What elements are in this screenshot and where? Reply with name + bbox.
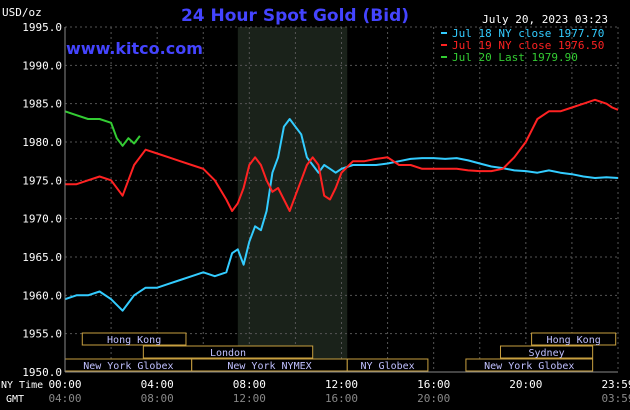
x-tick-label-gmt: 08:00: [141, 392, 174, 405]
session-label: Sydney: [529, 348, 565, 359]
series-line-2: [65, 98, 619, 212]
y-tick-label: 1975.0: [22, 174, 62, 187]
x-tick-label-ny: 08:00: [233, 378, 266, 391]
x-tick-label-gmt: 04:00: [48, 392, 81, 405]
timestamp: July 20, 2023 03:23: [482, 13, 608, 26]
session-box: [465, 358, 594, 372]
legend-entry: Jul 18 NY close 1977.70: [452, 27, 604, 40]
x-axis-label-gmt: GMT: [6, 394, 24, 405]
y-tick-label: 1950.0: [22, 366, 62, 379]
y-tick-label: 1970.0: [22, 213, 62, 226]
x-tick-label-gmt: 20:00: [417, 392, 450, 405]
legend-entry: Jul 19 NY close 1976.50: [452, 39, 604, 52]
session-label: New York NYMEX: [227, 361, 311, 372]
chart-title: 24 Hour Spot Gold (Bid): [181, 6, 409, 26]
legend-entry: Jul 20 Last 1979.90: [452, 51, 578, 64]
x-tick-label-ny: 00:00: [48, 378, 81, 391]
session-label: Hong Kong: [547, 335, 601, 346]
session-box: [531, 332, 617, 346]
y-tick-label: 1960.0: [22, 289, 62, 302]
x-axis-label-ny: NY Time: [1, 380, 43, 391]
session-label: NY Globex: [360, 361, 414, 372]
watermark: www.kitco.com: [66, 39, 203, 58]
session-label: New York Globex: [484, 361, 574, 372]
y-tick-label: 1965.0: [22, 251, 62, 264]
x-tick-label-ny: 04:00: [141, 378, 174, 391]
y-tick-label: 1990.0: [22, 59, 62, 72]
series-line-1: [64, 118, 619, 312]
unit-label: USD/oz: [2, 6, 42, 19]
x-tick-label-ny: 20:00: [509, 378, 542, 391]
session-box: [142, 345, 314, 359]
y-tick-label: 1985.0: [22, 98, 62, 111]
y-tick-label: 1980.0: [22, 136, 62, 149]
session-box: [81, 332, 187, 346]
x-tick-label-gmt: 03:59: [601, 392, 630, 405]
session-label: New York Globex: [83, 361, 173, 372]
x-tick-label-ny: 12:00: [325, 378, 358, 391]
session-label: London: [210, 348, 246, 359]
y-tick-label: 1955.0: [22, 328, 62, 341]
session-label: Hong Kong: [107, 335, 161, 346]
x-tick-label-ny: 16:00: [417, 378, 450, 391]
x-tick-label-ny: 23:59: [601, 378, 630, 391]
x-tick-label-gmt: 12:00: [233, 392, 266, 405]
y-tick-label: 1995.0: [22, 21, 62, 34]
session-box: [346, 358, 429, 372]
x-tick-label-gmt: 16:00: [325, 392, 358, 405]
session-box: [499, 345, 594, 359]
series-line-3: [64, 110, 141, 147]
